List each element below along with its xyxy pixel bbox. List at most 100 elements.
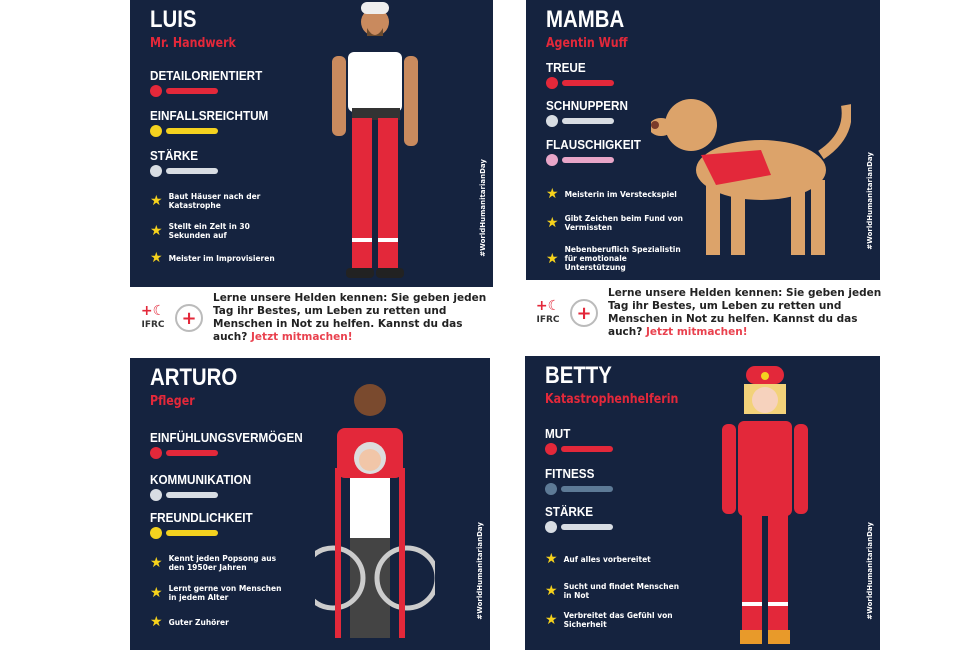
ifrc-logo: +☾ IFRC + [530,299,598,327]
trait-item: ★ Gibt Zeichen beim Fund von Vermissten [546,214,686,232]
caption-right: +☾ IFRC + Lerne unsere Helden kennen: Sie … [530,287,883,339]
stat-label: FREUNDLICHKEIT [150,510,253,525]
trait-text: Lernt gerne von Menschen in jedem Alter [168,584,282,602]
trait-text: Meisterin im Versteckspiel [564,189,677,199]
trait-text: Auf alles vorbereitet [563,554,651,564]
hashtag: #WorldHumanitarianDay [476,522,484,620]
caption-left: +☾ IFRC + Lerne unsere Helden kennen: Sie … [135,292,488,344]
stat: FLAUSCHIGKEIT [546,137,651,166]
trait-item: ★ Nebenberuflich Spezialistin für emotio… [546,245,686,272]
hero-name: LUIS [150,6,197,33]
stat-label: EINFÜHLUNGSVERMÖGEN [150,430,303,445]
target-icon [150,85,162,97]
stat-label: FLAUSCHIGKEIT [546,137,641,152]
hero-name: MAMBA [546,6,625,33]
shield-icon [545,521,557,533]
card-mamba: MAMBA Agentin Wuff #WorldHumanitarianDay… [526,0,880,280]
hero-role: Pfleger [150,394,195,409]
star-icon: ★ [150,555,163,571]
trait-item: ★ Meisterin im Versteckspiel [546,186,686,202]
caption-text: Lerne unsere Helden kennen: Sie geben je… [213,292,487,343]
card-luis: LUIS Mr. Handwerk #WorldHumanitarianDay … [130,0,493,287]
trait-text: Verbreitet das Gefühl von Sicherheit [563,611,673,629]
stat-bar [166,168,218,174]
trait-item: ★ Stellt ein Zelt in 30 Sekunden auf [150,222,290,240]
caption-text: Lerne unsere Helden kennen: Sie geben je… [608,287,882,338]
trait-item: ★ Sucht und findet Menschen in Not [545,582,685,600]
stat-label: STÄRKE [150,148,199,163]
star-icon: ★ [546,215,559,231]
stat-label: SCHNUPPERN [546,98,628,113]
stat: MUT [545,426,613,455]
trait-text: Kennt jeden Popsong aus den 1950er Jahre… [168,554,277,572]
stat-bar [166,450,218,456]
red-cross-seal-icon: + [175,304,203,332]
star-icon: ★ [545,612,558,628]
card-betty: BETTY Katastrophenhelferin #WorldHumanit… [525,356,880,650]
hashtag: #WorldHumanitarianDay [866,522,874,620]
trait-item: ★ Baut Häuser nach der Katastrophe [150,192,290,210]
handyman-illustration [332,2,418,278]
rescuer-illustration [722,366,808,644]
stat-bar [166,530,218,536]
hero-name: BETTY [545,362,612,389]
fluff-icon [546,154,558,166]
trait-text: Stellt ein Zelt in 30 Sekunden auf [168,222,250,240]
caregiver-illustration [315,384,435,638]
stat: SCHNUPPERN [546,98,637,127]
stat-label: MUT [545,426,571,441]
trait-text: Sucht und findet Menschen in Not [563,582,680,600]
hero-name: ARTURO [150,364,238,391]
trait-text: Meister im Improvisieren [168,253,275,263]
stat-bar [166,88,218,94]
trait-item: ★ Auf alles vorbereitet [545,551,685,567]
star-icon: ★ [150,585,163,601]
hero-role: Agentin Wuff [546,36,628,51]
stat: EINFALLSREICHTUM [150,108,281,137]
dog-illustration [651,99,851,255]
stat: DETAILORIENTIERT [150,68,275,97]
stat: TREUE [546,60,614,89]
stat-label: DETAILORIENTIERT [150,68,263,83]
trait-item: ★ Meister im Improvisieren [150,250,290,266]
nose-icon [546,115,558,127]
stat-bar [561,524,613,530]
star-icon: ★ [545,551,558,567]
stat: STÄRKE [545,504,613,533]
banana-icon [150,527,162,539]
stat-label: TREUE [546,60,586,75]
stat-label: KOMMUNIKATION [150,472,252,487]
stat-bar [166,492,218,498]
red-cross-seal-icon: + [570,299,598,327]
stat-bar [166,128,218,134]
star-icon: ★ [546,186,559,202]
stat-bar [562,118,614,124]
trait-text: Gibt Zeichen beim Fund von Vermissten [564,214,684,232]
gem-icon [545,443,557,455]
stat-bar [562,157,614,163]
join-now-link[interactable]: Jetzt mitmachen! [251,331,353,343]
stat-label: EINFALLSREICHTUM [150,108,269,123]
join-now-link[interactable]: Jetzt mitmachen! [646,326,748,338]
hero-role: Mr. Handwerk [150,36,236,51]
trait-item: ★ Verbreitet das Gefühl von Sicherheit [545,611,685,629]
ifrc-logo: +☾ IFRC + [135,304,203,332]
star-icon: ★ [545,583,558,599]
star-icon: ★ [150,250,163,266]
star-icon: ★ [150,223,163,239]
speech-bubble-icon [150,489,162,501]
stat: KOMMUNIKATION [150,472,262,501]
trait-text: Baut Häuser nach der Katastrophe [168,192,261,210]
hero-role: Katastrophenhelferin [545,392,679,407]
heart-icon [546,77,558,89]
trait-item: ★ Kennt jeden Popsong aus den 1950er Jah… [150,554,290,572]
heart-icon [150,447,162,459]
dumbbell-icon [545,483,557,495]
star-icon: ★ [546,250,559,267]
stat-bar [561,486,613,492]
trait-item: ★ Lernt gerne von Menschen in jedem Alte… [150,584,290,602]
star-icon: ★ [150,193,163,209]
shield-icon [150,165,162,177]
stat: FREUNDLICHKEIT [150,510,264,539]
card-arturo: ARTURO Pfleger #WorldHumanitarianDay EIN… [130,358,490,650]
